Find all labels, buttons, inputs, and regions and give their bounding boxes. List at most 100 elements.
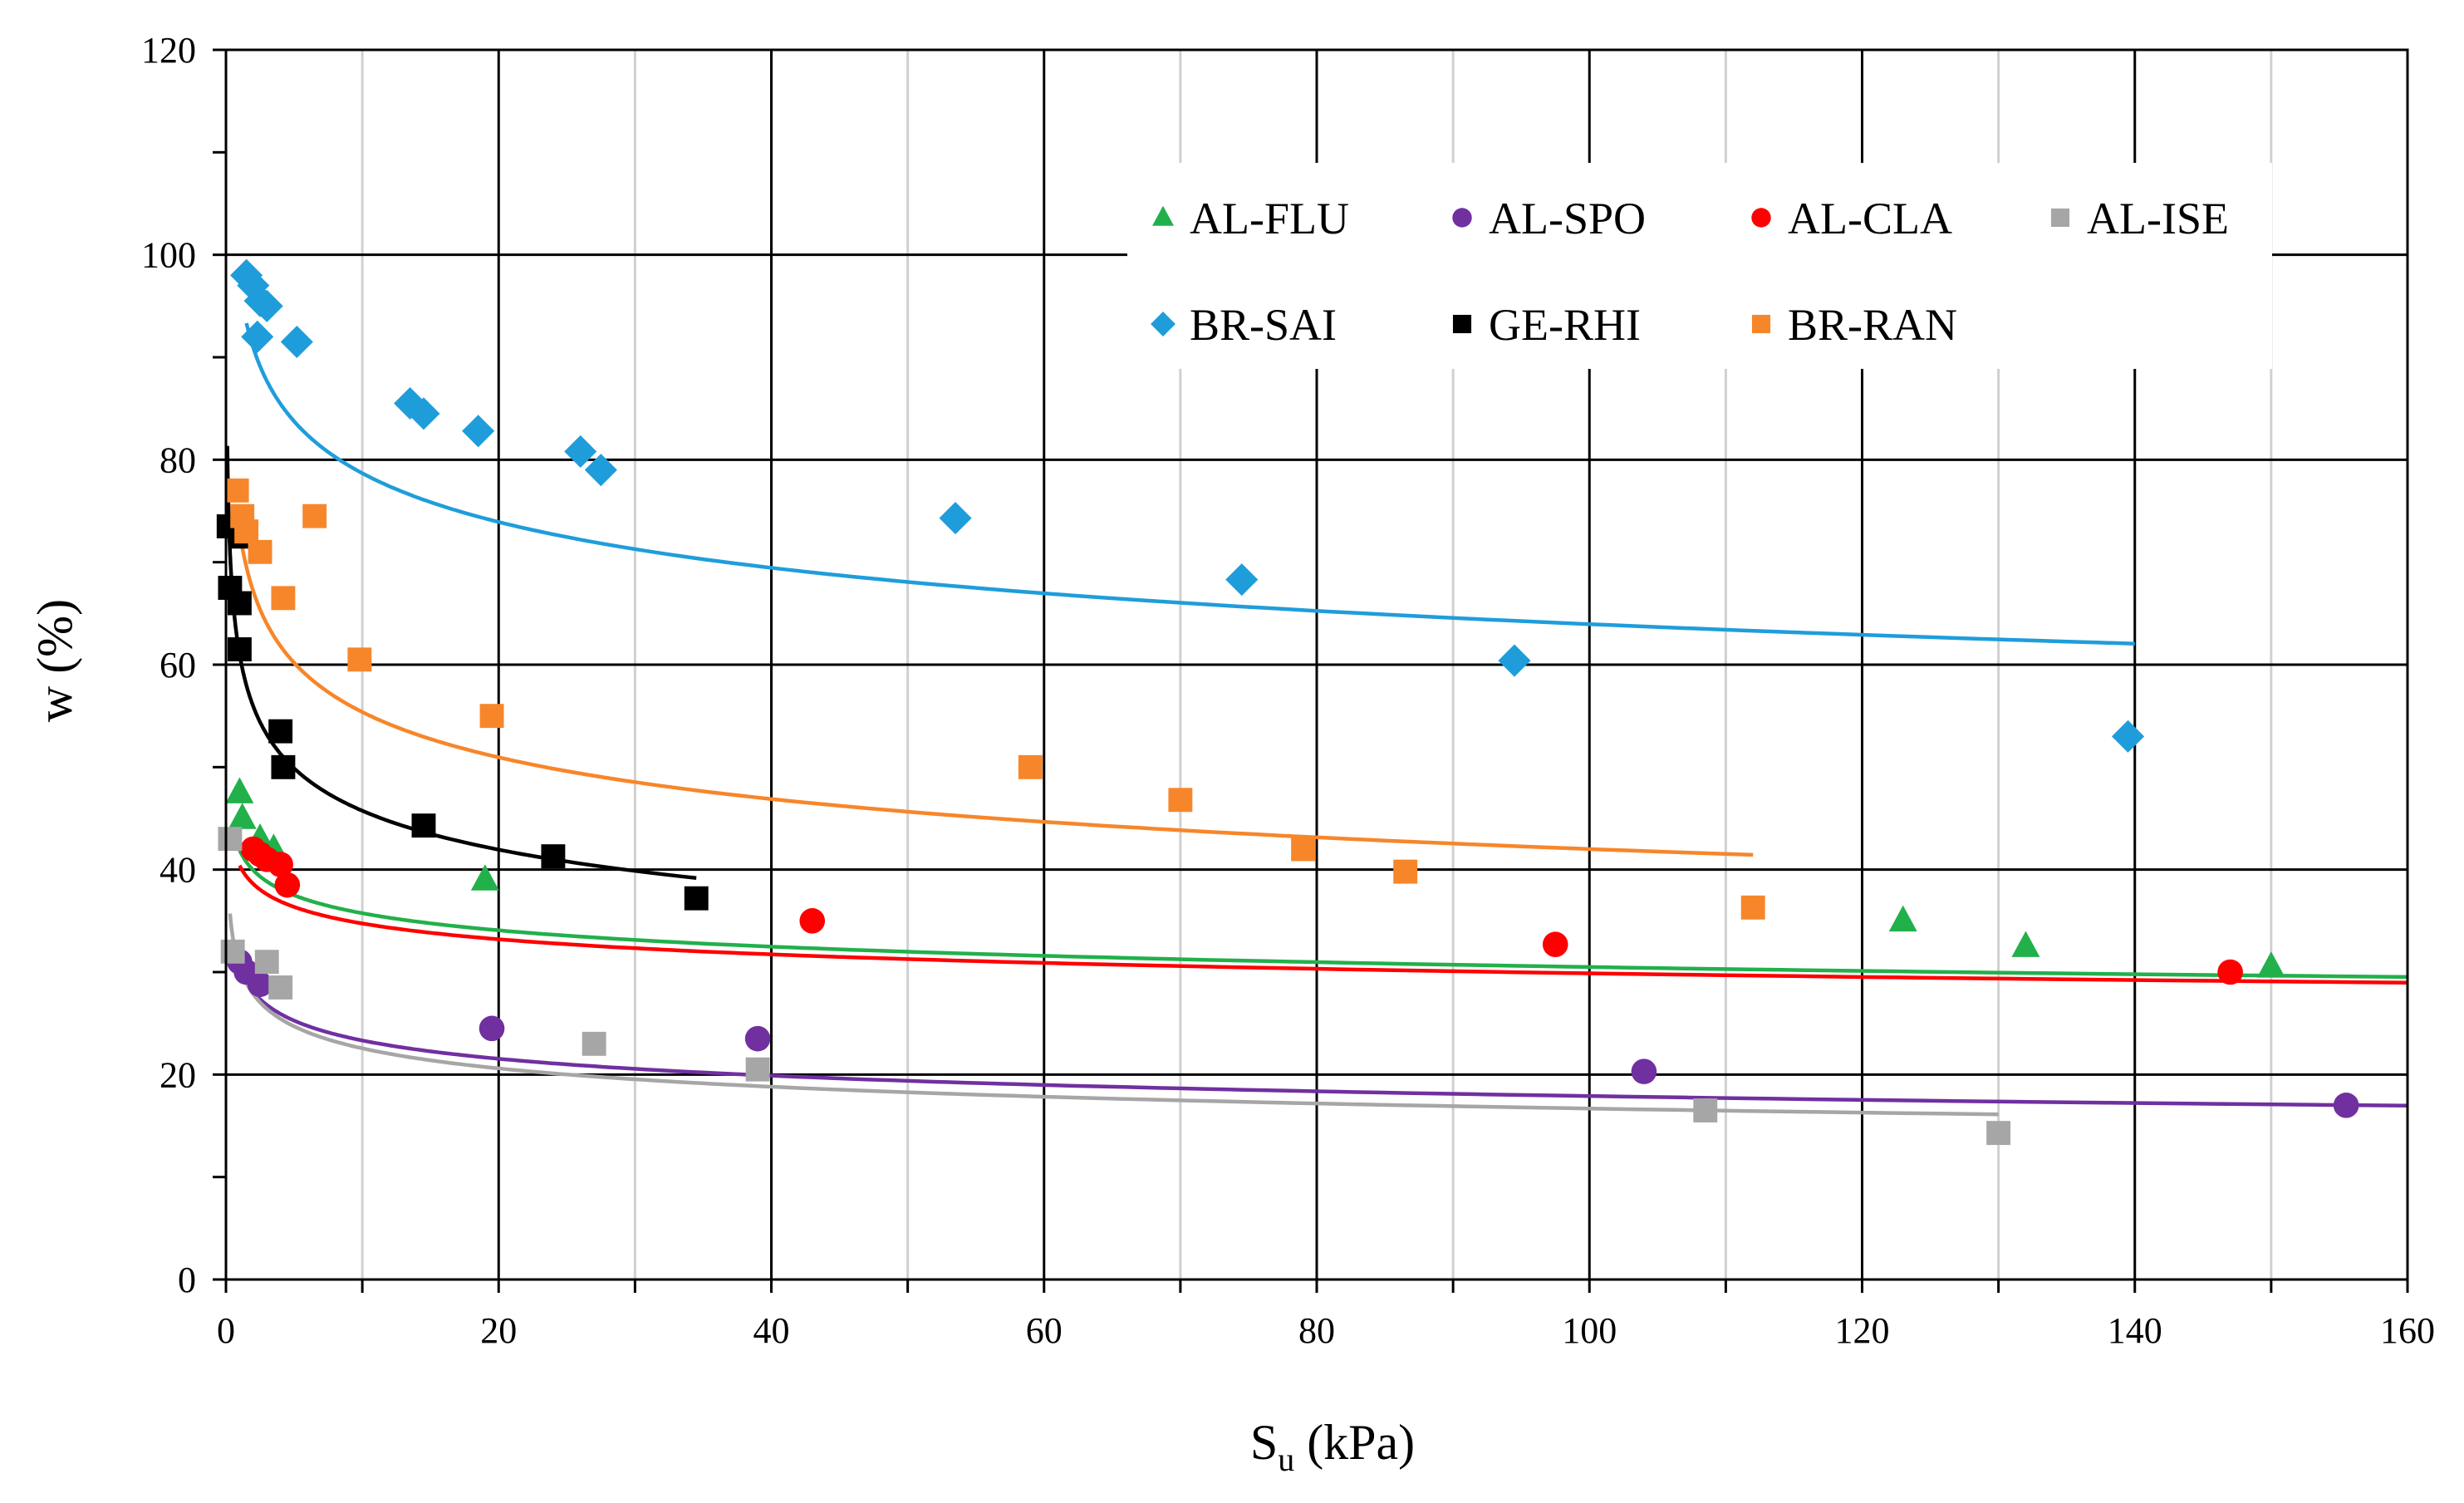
legend-label-al-ise: AL-ISE bbox=[2087, 194, 2229, 243]
data-point-al-flu bbox=[228, 803, 257, 829]
data-point-br-ran bbox=[224, 478, 249, 503]
trend-line-br-sai bbox=[244, 322, 2135, 646]
data-point-br-sai bbox=[2111, 720, 2145, 753]
data-point-br-sai bbox=[1498, 644, 1531, 677]
data-point-al-cla bbox=[799, 908, 826, 934]
data-point-br-sai bbox=[241, 320, 274, 353]
y-tick-label: 60 bbox=[160, 645, 196, 685]
data-point-al-ise bbox=[254, 950, 279, 975]
data-point-ge-rhi bbox=[684, 886, 709, 911]
x-axis-title-sub: u bbox=[1278, 1441, 1294, 1478]
legend-marker-br-ran bbox=[1751, 314, 1771, 334]
x-axis-title-main: S bbox=[1250, 1415, 1278, 1470]
data-point-br-sai bbox=[250, 289, 283, 322]
data-point-br-sai bbox=[407, 397, 440, 430]
x-tick-label: 100 bbox=[1562, 1310, 1617, 1351]
legend-box bbox=[1127, 163, 2272, 369]
data-points bbox=[216, 258, 2359, 1146]
legend-marker-ge-rhi bbox=[1452, 314, 1472, 334]
y-tick-label: 100 bbox=[141, 235, 196, 276]
x-tick-label: 40 bbox=[753, 1310, 790, 1351]
x-tick-label: 140 bbox=[2108, 1310, 2162, 1351]
x-axis-title: Su (kPa) bbox=[1250, 1415, 1415, 1478]
trend-line-br-ran bbox=[234, 510, 1754, 857]
data-point-al-cla bbox=[268, 852, 293, 877]
legend-label-al-cla: AL-CLA bbox=[1788, 194, 1952, 243]
data-point-al-ise bbox=[745, 1057, 770, 1082]
y-tick-label: 0 bbox=[178, 1260, 196, 1300]
legend: AL-FLU AL-SPO AL-CLA AL-ISE BR-SAI GE-RHI BR-R… bbox=[1127, 163, 2272, 369]
data-point-br-ran bbox=[1291, 837, 1316, 862]
data-point-al-flu bbox=[1888, 905, 1917, 932]
x-tick-label: 20 bbox=[480, 1310, 517, 1351]
data-point-ge-rhi bbox=[227, 591, 252, 616]
legend-label-br-ran: BR-RAN bbox=[1788, 300, 1957, 350]
legend-marker-al-spo bbox=[1452, 208, 1472, 228]
legend-marker-al-flu bbox=[1152, 205, 1174, 226]
x-tick-label: 160 bbox=[2380, 1310, 2435, 1351]
legend-label-al-flu: AL-FLU bbox=[1190, 194, 1349, 243]
trend-line-ge-rhi bbox=[226, 445, 697, 880]
data-point-br-sai bbox=[939, 502, 972, 535]
y-tick-label: 40 bbox=[160, 850, 196, 891]
x-tick-label: 80 bbox=[1298, 1310, 1335, 1351]
data-point-al-ise bbox=[582, 1031, 606, 1056]
tick-labels: 0 20 40 60 80 100 120 140 160 0 20 40 60 80 100 120 bbox=[141, 30, 2435, 1351]
data-point-br-ran bbox=[248, 539, 272, 564]
data-point-ge-rhi bbox=[411, 813, 436, 838]
data-point-br-sai bbox=[230, 258, 263, 292]
data-point-br-ran bbox=[1168, 788, 1193, 813]
data-point-br-ran bbox=[271, 586, 296, 611]
data-point-br-ran bbox=[1393, 859, 1418, 884]
data-point-al-flu bbox=[470, 864, 499, 891]
legend-marker-al-cla bbox=[1751, 208, 1771, 228]
y-tick-label: 120 bbox=[141, 30, 196, 71]
data-point-ge-rhi bbox=[541, 844, 566, 869]
data-point-al-flu bbox=[2256, 951, 2285, 978]
data-point-ge-rhi bbox=[271, 754, 296, 779]
data-point-al-spo bbox=[2333, 1093, 2359, 1118]
data-point-br-sai bbox=[280, 325, 313, 359]
data-point-al-ise bbox=[1693, 1098, 1718, 1122]
data-point-al-spo bbox=[1631, 1058, 1657, 1084]
trend-line-al-flu bbox=[238, 849, 2408, 980]
x-axis-title-unit: (kPa) bbox=[1294, 1415, 1415, 1470]
data-point-br-ran bbox=[302, 503, 327, 528]
x-tick-label: 60 bbox=[1026, 1310, 1063, 1351]
y-tick-label: 20 bbox=[160, 1054, 196, 1095]
data-point-br-ran bbox=[234, 519, 259, 544]
y-tick-label: 80 bbox=[160, 440, 196, 480]
y-axis-title: w (%) bbox=[27, 599, 82, 722]
data-point-br-sai bbox=[237, 269, 270, 302]
axes bbox=[213, 48, 2409, 1293]
data-point-br-ran bbox=[1740, 895, 1765, 920]
data-point-al-ise bbox=[218, 827, 243, 852]
legend-label-ge-rhi: GE-RHI bbox=[1489, 300, 1641, 350]
legend-marker-br-sai bbox=[1151, 312, 1176, 336]
data-point-ge-rhi bbox=[227, 637, 252, 661]
data-point-br-sai bbox=[1225, 563, 1259, 597]
legend-marker-al-ise bbox=[2050, 208, 2070, 228]
data-point-br-ran bbox=[479, 704, 504, 729]
data-point-br-sai bbox=[564, 435, 597, 469]
legend-label-al-spo: AL-SPO bbox=[1489, 194, 1646, 243]
x-tick-label: 120 bbox=[1835, 1310, 1890, 1351]
data-point-al-flu bbox=[225, 777, 254, 803]
data-point-al-cla bbox=[274, 872, 301, 898]
data-point-al-flu bbox=[2011, 931, 2040, 957]
data-point-br-ran bbox=[347, 647, 372, 672]
data-point-al-spo bbox=[479, 1015, 505, 1042]
data-point-br-sai bbox=[584, 454, 617, 487]
data-point-al-spo bbox=[247, 971, 273, 998]
data-point-br-ran bbox=[1018, 754, 1043, 779]
trend-line-al-cla bbox=[238, 864, 2408, 985]
data-point-al-spo bbox=[744, 1025, 771, 1052]
x-tick-label: 0 bbox=[217, 1310, 235, 1351]
legend-label-br-sai: BR-SAI bbox=[1190, 300, 1337, 350]
data-point-br-sai bbox=[462, 415, 495, 448]
data-point-ge-rhi bbox=[268, 719, 293, 744]
data-point-al-ise bbox=[1986, 1121, 2011, 1146]
data-point-al-cla bbox=[2217, 959, 2243, 985]
data-point-al-ise bbox=[220, 939, 245, 964]
